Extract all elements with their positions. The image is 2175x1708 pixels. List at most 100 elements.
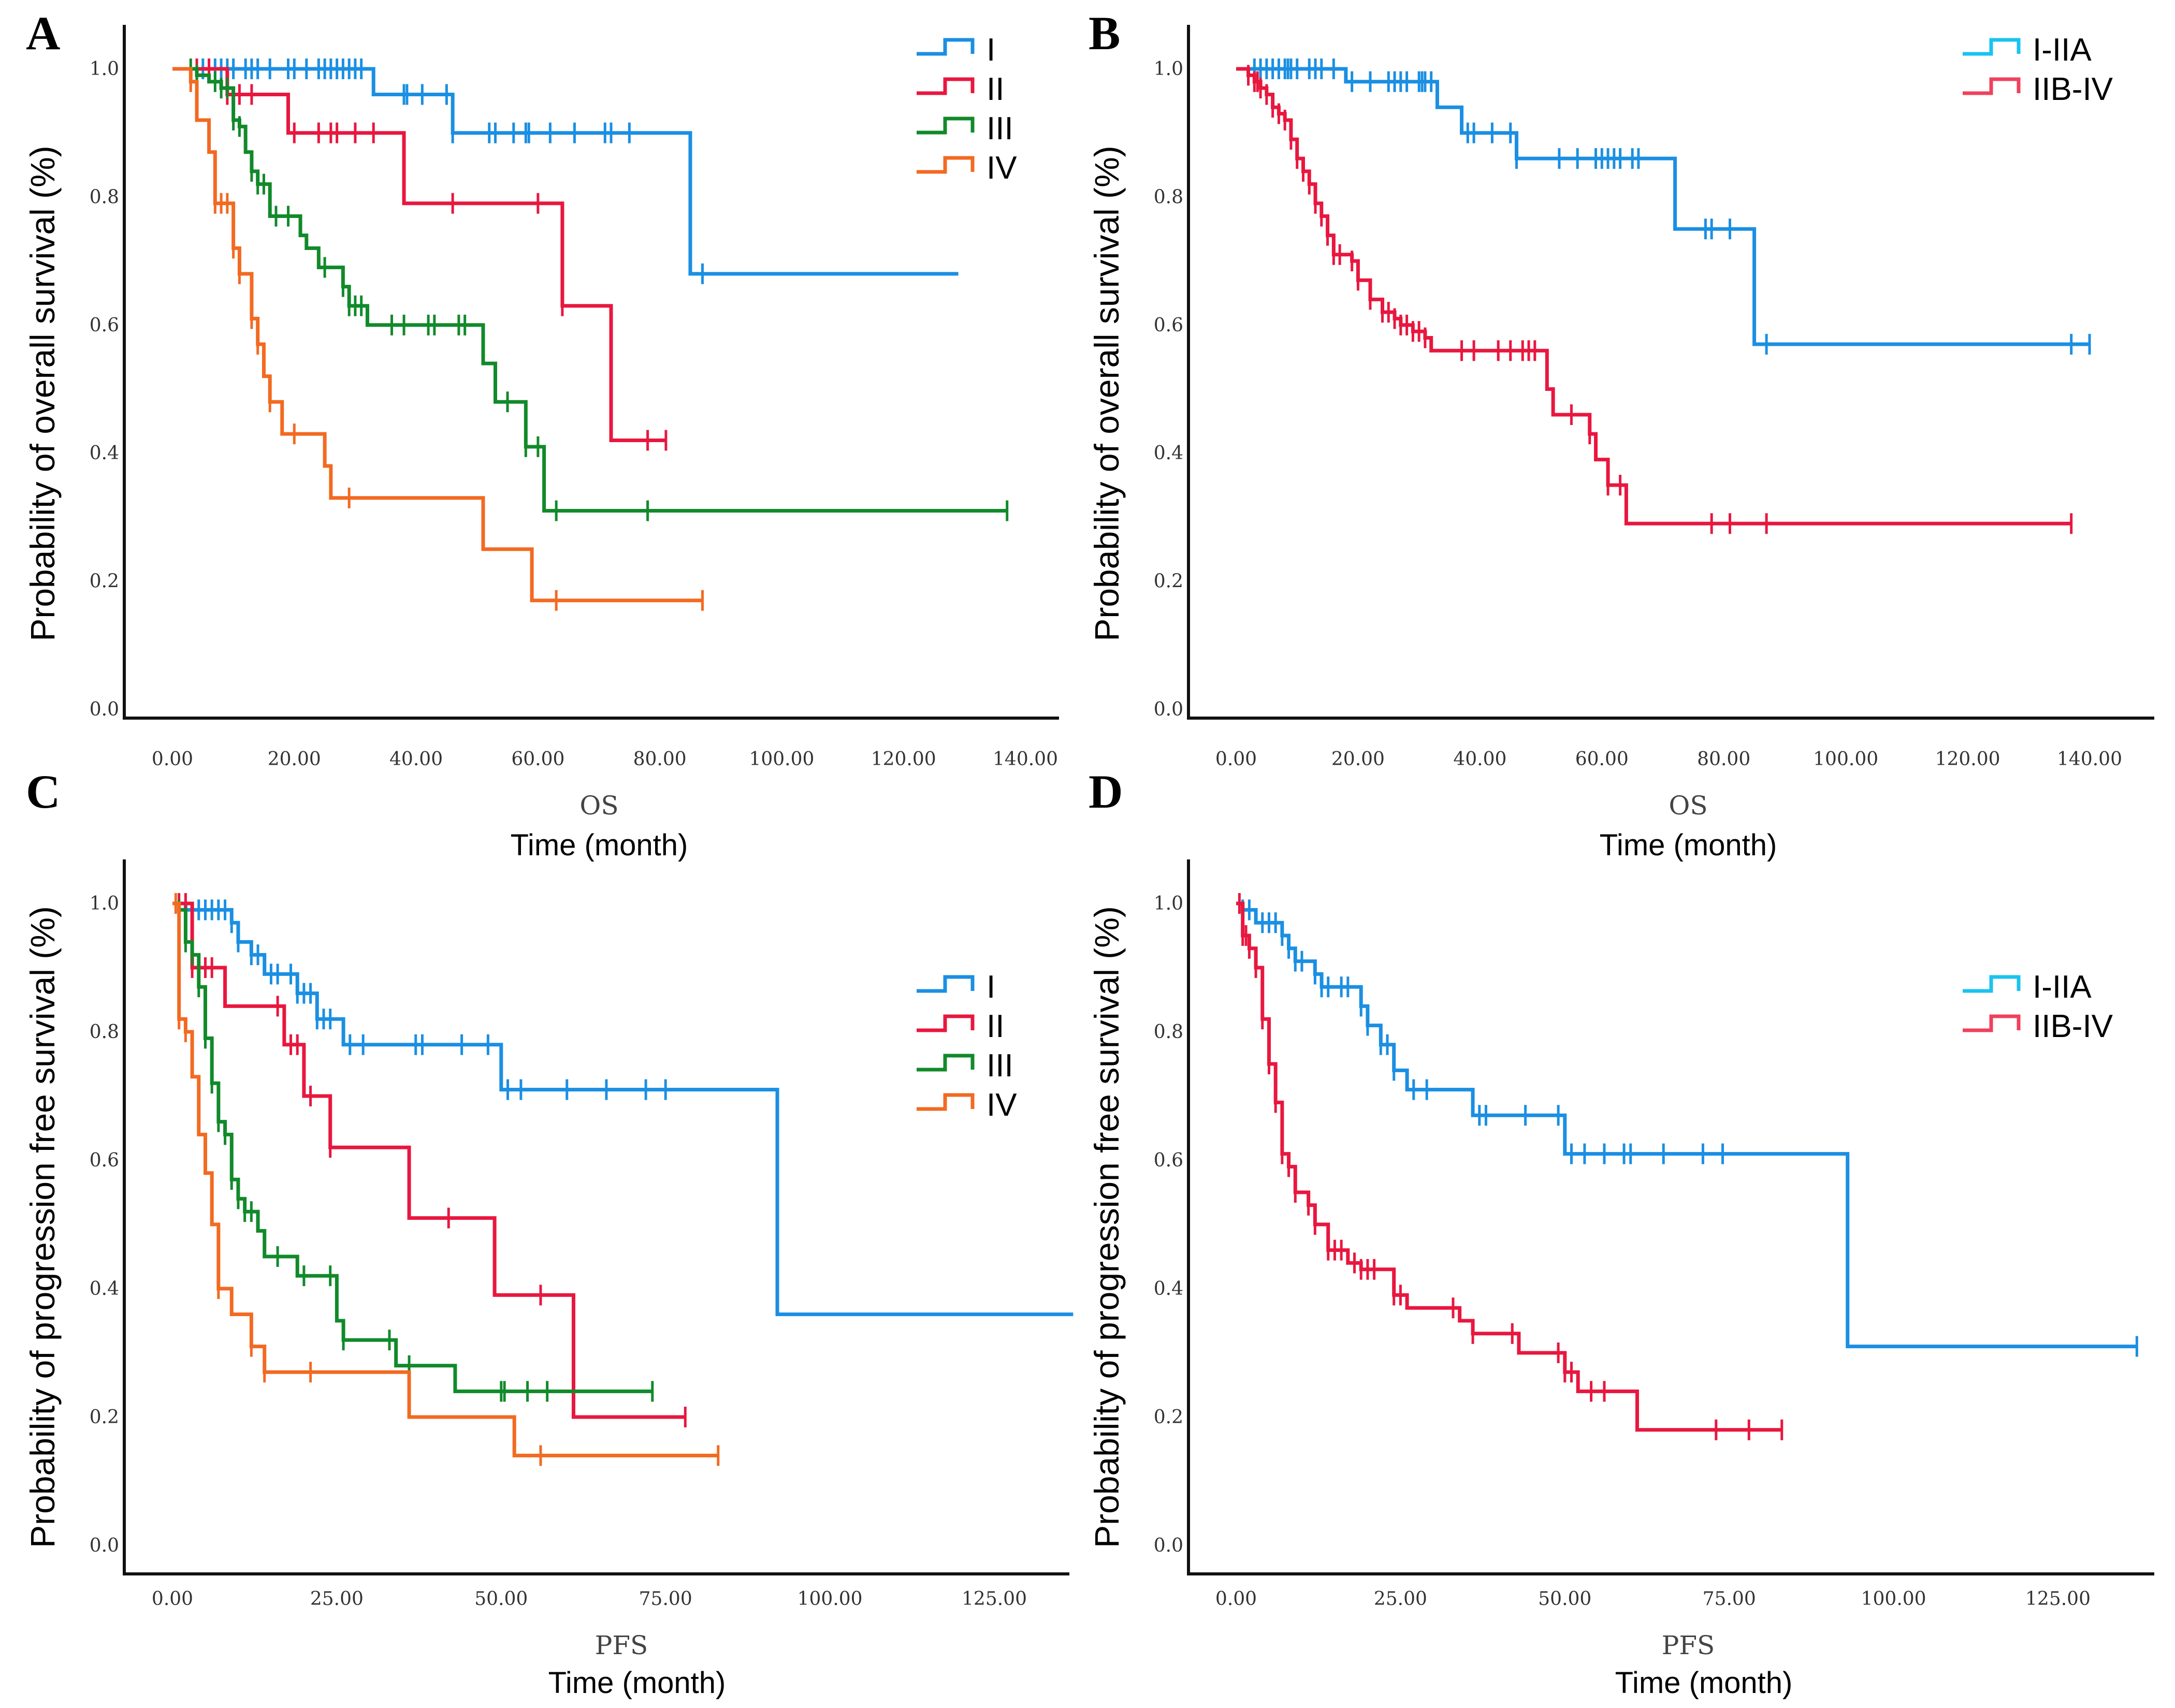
legend-step-icon [1963, 1014, 2021, 1032]
x-tick-label: 0.00 [1215, 749, 1257, 770]
x-tick-label: 20.00 [1331, 749, 1385, 770]
legend-label: IIB-IV [2033, 71, 2113, 107]
series-i-iia [1236, 899, 2138, 1357]
legend-item: II [917, 1009, 1004, 1044]
x-tick-label: 50.00 [474, 1588, 528, 1610]
y-axis-label: Probability of progression free survival… [1088, 906, 1126, 1548]
y-tick-label: 0.6 [1154, 315, 1183, 336]
y-tick-label: 0.0 [1154, 1535, 1183, 1556]
y-tick-label: 0.0 [90, 1535, 119, 1556]
y-tick-label: 0.6 [90, 315, 119, 336]
legend-step-icon [917, 77, 975, 95]
y-tick-label: 0.8 [1154, 186, 1183, 208]
y-tick-label: 0.8 [90, 1021, 119, 1043]
legend-item: II [917, 71, 1004, 107]
x-tick-label: 100.00 [1813, 749, 1878, 770]
series-iv [172, 893, 720, 1466]
legend-item: I-IIA [1963, 32, 2092, 68]
survival-curve [172, 901, 718, 1457]
legend-label: I [987, 969, 995, 1005]
x-tick-label: 140.00 [993, 749, 1058, 770]
x-tick-label: 140.00 [2057, 749, 2122, 770]
legend-item: IIB-IV [1963, 71, 2113, 107]
legend-step-icon [917, 116, 975, 135]
x-axis-label: Time (month) [511, 828, 688, 862]
x-tick-label: 100.00 [1861, 1588, 1926, 1610]
y-tick-label: 1.0 [1154, 893, 1183, 914]
series-iv [172, 67, 704, 611]
legend-label: IV [987, 1087, 1017, 1123]
legend-item: III [917, 111, 1013, 147]
x-tick-label: 0.00 [1215, 1588, 1257, 1610]
survival-curve [172, 67, 666, 442]
x-tick-label: 25.00 [1374, 1588, 1427, 1610]
panel-a: A Probability of overall survival (%) OS… [23, 7, 1059, 862]
y-axis-label: Probability of overall survival (%) [1088, 145, 1126, 641]
y-tick-label: 0.0 [1154, 699, 1183, 720]
x-axis-label: Time (month) [1615, 1666, 1793, 1700]
legend-item: IV [917, 150, 1017, 186]
x-axis-label: Time (month) [548, 1666, 726, 1700]
survival-curve [1236, 901, 1782, 1432]
legend-step-icon [917, 1054, 975, 1072]
x-tick-label: 40.00 [389, 749, 443, 770]
panel-c: C Probability of progression free surviv… [23, 765, 1074, 1700]
y-tick-label: 0.0 [90, 699, 119, 720]
panel-letter: D [1089, 765, 1123, 818]
survival-curve [1236, 67, 2090, 346]
x-axis-sublabel: OS [1669, 791, 1707, 821]
panel-letter: A [26, 7, 60, 60]
survival-curve [1236, 901, 2137, 1349]
y-tick-label: 0.2 [1154, 571, 1183, 592]
legend-label: I-IIA [2033, 32, 2092, 68]
x-tick-label: 120.00 [1935, 749, 2000, 770]
series-iib-iv [1236, 65, 2073, 534]
series-i-iia [1236, 59, 2091, 355]
y-tick-label: 1.0 [1154, 59, 1183, 80]
x-tick-label: 75.00 [1703, 1588, 1756, 1610]
survival-curve [172, 901, 653, 1393]
legend-label: II [987, 71, 1004, 107]
legend-item: III [917, 1048, 1013, 1084]
y-tick-label: 1.0 [90, 893, 119, 914]
x-tick-label: 60.00 [511, 749, 564, 770]
y-tick-label: 0.2 [1154, 1407, 1183, 1428]
panel-d: D Probability of progression free surviv… [1088, 765, 2154, 1700]
x-tick-label: 100.00 [798, 1588, 863, 1610]
legend-step-icon [917, 1093, 975, 1111]
y-tick-label: 0.8 [90, 186, 119, 208]
x-tick-label: 125.00 [2025, 1588, 2091, 1610]
survival-curve [172, 67, 1007, 513]
y-tick-label: 0.6 [1154, 1150, 1183, 1171]
x-tick-label: 100.00 [749, 749, 814, 770]
series-iib-iv [1236, 893, 1784, 1440]
legend-item: I-IIA [1963, 969, 2092, 1005]
x-tick-label: 80.00 [1697, 749, 1750, 770]
x-axis-label: Time (month) [1600, 828, 1777, 862]
legend-label: III [987, 1048, 1013, 1084]
x-tick-label: 40.00 [1453, 749, 1506, 770]
y-tick-label: 0.2 [90, 571, 119, 592]
y-tick-label: 0.8 [1154, 1021, 1183, 1043]
legend-label: III [987, 111, 1013, 147]
survival-curve [1236, 67, 2071, 525]
y-tick-label: 0.2 [90, 1407, 119, 1428]
series-ii [172, 59, 668, 451]
series-i [172, 59, 959, 284]
y-axis-label: Probability of progression free survival… [23, 906, 62, 1548]
y-tick-label: 0.6 [90, 1150, 119, 1171]
legend-step-icon [917, 975, 975, 993]
legend-step-icon [917, 38, 975, 56]
x-tick-label: 120.00 [871, 749, 936, 770]
y-tick-label: 0.4 [1154, 1278, 1183, 1300]
legend-item: I [917, 969, 995, 1005]
x-axis-sublabel: OS [579, 791, 618, 821]
legend-item: I [917, 32, 995, 68]
x-tick-label: 25.00 [310, 1588, 364, 1610]
legend-step-icon [1963, 975, 2021, 993]
y-axis-label: Probability of overall survival (%) [23, 145, 62, 641]
y-tick-label: 0.4 [90, 443, 119, 464]
legend-label: IV [987, 150, 1017, 186]
legend-label: I [987, 32, 995, 68]
